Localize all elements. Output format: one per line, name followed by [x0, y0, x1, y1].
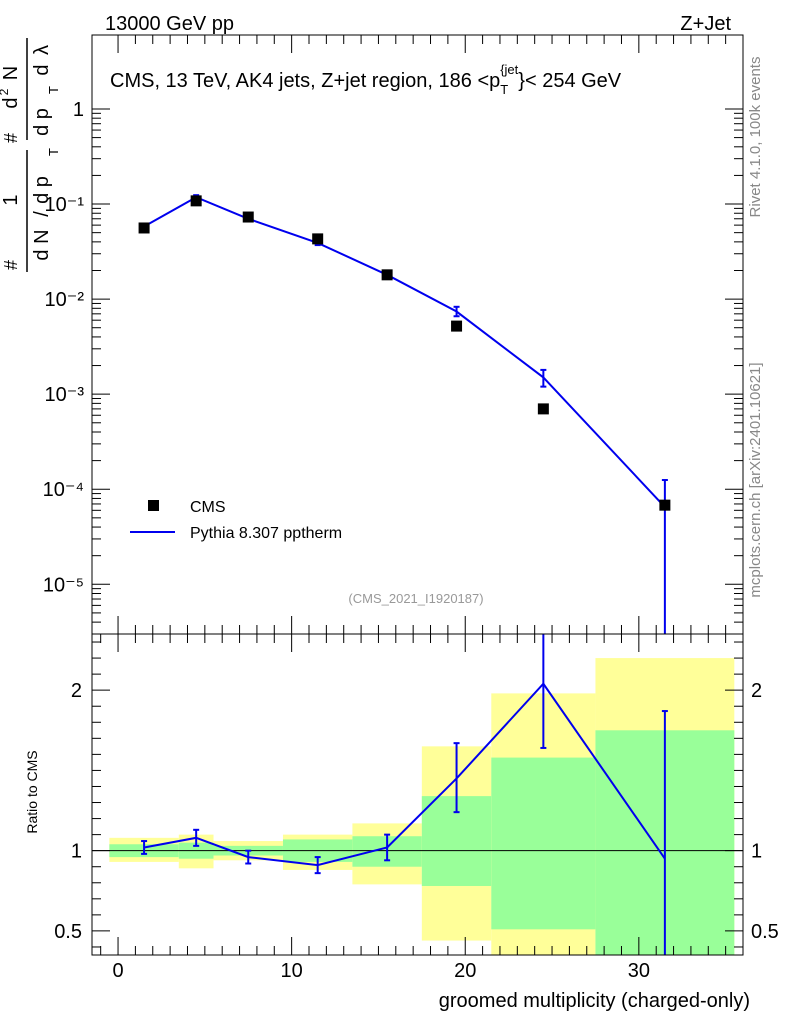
y-label-part: T [46, 86, 61, 94]
main-y-tick-label: 1 [73, 99, 84, 121]
y-label-part: d p [31, 108, 53, 136]
main-y-tick-label: 10⁻⁵ [43, 574, 84, 596]
ratio-y-tick-label-left: 0.5 [54, 921, 82, 943]
y-label-part: 2 [0, 88, 11, 95]
data-points [138, 195, 671, 511]
cms-data-point [190, 195, 202, 207]
ratio-y-tick-label-left: 1 [71, 841, 82, 863]
main-axis-ticks: 1 10⁻¹ 10⁻² 10⁻³ 10⁻⁴ 10⁻⁵ [43, 35, 743, 635]
cms-data-point [312, 233, 324, 245]
main-frame [91, 34, 744, 635]
ratio-axis-ticks: 0.5 0.51 12 20 10 20 30 [54, 634, 779, 982]
ratio-line [143, 682, 666, 867]
ratio-frame [91, 633, 744, 956]
x-axis-label: groomed multiplicity (charged-only) [439, 990, 750, 1012]
legend-label-mc: Pythia 8.307 pptherm [190, 525, 342, 542]
ratio-error-bars [141, 634, 668, 955]
x-tick-label: 20 [454, 960, 476, 982]
y-label-part: d [31, 64, 53, 75]
ratio-y-tick-label-left: 2 [71, 680, 82, 702]
analysis-watermark: (CMS_2021_I1920187) [348, 591, 483, 606]
ratio-y-tick-label-right: 0.5 [751, 921, 779, 943]
y-label-part: d [0, 97, 22, 108]
ratio-y-tick-label-right: 1 [751, 841, 762, 863]
main-y-tick-label: 10⁻¹ [45, 194, 85, 216]
y-label-part: / [31, 211, 53, 217]
legend-marker-cms [148, 500, 159, 511]
cms-data-point [242, 211, 254, 223]
main-panel: 1 10⁻¹ 10⁻² 10⁻³ 10⁻⁴ 10⁻⁵ [43, 34, 744, 635]
y-label-part: # [1, 260, 21, 270]
main-title: CMS, 13 TeV, AK4 jets, Z+jet region, 186… [110, 62, 622, 97]
rivet-label: Rivet 4.1.0, 100k events [747, 57, 764, 218]
title-post: }< 254 GeV [518, 70, 622, 92]
x-tick-label: 10 [281, 960, 303, 982]
title-pre: CMS, 13 TeV, AK4 jets, Z+jet region, 186… [110, 70, 500, 92]
x-tick-label: 0 [112, 960, 123, 982]
ratio-bands [109, 658, 735, 955]
main-y-tick-label: 10⁻⁴ [43, 479, 84, 501]
mc-error-bars [141, 194, 668, 634]
y-label-part: 1 [0, 194, 22, 205]
y-label-part: N [0, 66, 22, 80]
ratio-panel: 0.5 0.51 12 20 10 20 30 [54, 633, 779, 982]
ratio-y-axis-label: Ratio to CMS [24, 750, 40, 833]
header-channel: Z+Jet [680, 13, 731, 35]
cms-data-point [138, 222, 150, 234]
main-y-tick-label: 10⁻² [45, 289, 85, 311]
cms-data-point [659, 499, 671, 511]
mc-line [143, 196, 666, 508]
header-process: 13000 GeV pp [105, 13, 234, 35]
y-label-part: # [1, 133, 21, 143]
mcplots-label: mcplots.cern.ch [arXiv:2401.10621] [747, 362, 764, 597]
title-sub: T [500, 82, 508, 97]
y-label-part: λ [31, 45, 53, 55]
cms-data-point [381, 269, 393, 281]
y-label-part: d N [31, 229, 53, 260]
cms-data-point [451, 320, 463, 332]
main-y-tick-label: 10⁻³ [45, 384, 85, 406]
x-tick-label: 30 [628, 960, 650, 982]
y-label-part: T [46, 148, 61, 156]
cms-data-point [537, 403, 549, 415]
ratio-y-tick-label-right: 2 [751, 680, 762, 702]
y-label-part: d p [31, 176, 53, 204]
ratio-band-green [491, 757, 596, 930]
title-sup: {jet [500, 62, 518, 77]
legend-label-cms: CMS [190, 499, 226, 516]
legend: CMS Pythia 8.307 pptherm [130, 499, 342, 542]
